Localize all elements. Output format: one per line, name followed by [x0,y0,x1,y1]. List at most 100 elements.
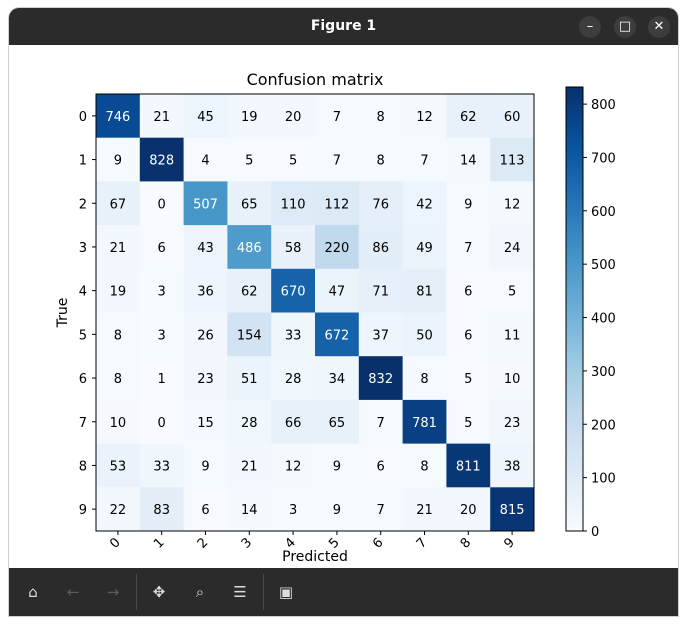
cell-value-label: 8 [420,459,428,474]
matrix-cell [490,399,535,445]
cell-value-label: 7 [377,416,385,431]
cell-value-label: 5 [245,154,253,169]
matrix-cell [271,356,316,401]
matrix-cell [139,487,185,532]
matrix-cell [96,487,141,532]
cell-value-label: 486 [237,241,262,256]
matrix-cell [183,137,228,182]
y-tick-label: 1 [79,154,87,169]
matrix-cell [183,487,228,532]
y-tick-label: 7 [79,416,87,431]
y-tick-label: 4 [79,285,87,300]
cell-value-label: 65 [241,197,258,212]
matrix-cell [96,225,141,270]
y-tick-label: 8 [79,459,87,474]
matrix-cell [446,225,491,270]
matrix-cell [139,181,185,226]
matrix-cell [183,225,228,270]
colorbar-tick-label: 0 [591,525,599,540]
matrix-cell [490,225,535,270]
cell-value-label: 8 [420,372,428,387]
cell-value-label: 14 [241,503,258,518]
cell-value-label: 12 [285,459,302,474]
cell-value-label: 53 [110,459,127,474]
matrix-cell [358,181,404,226]
cell-value-label: 58 [285,241,302,256]
configure-button[interactable]: ☰ [228,580,252,604]
zoom-button[interactable]: ⌕ [188,580,212,604]
colorbar-tick-label: 500 [591,258,616,273]
colorbar-tick-label: 200 [591,418,616,433]
matrix-cell [227,268,272,313]
cell-value-label: 20 [460,503,477,518]
y-tick-label: 0 [79,110,87,125]
cell-value-label: 9 [201,459,209,474]
window-title: Figure 1 [310,18,377,34]
navigation-toolbar: ⌂ ← → ✥ ⌕ ☰ ▣ [9,568,678,616]
matrix-cell [139,399,185,445]
cell-value-label: 5 [508,285,516,300]
cell-value-label: 22 [110,503,127,518]
colorbar-tick-label: 800 [591,98,616,113]
cell-value-label: 9 [114,154,122,169]
home-icon: ⌂ [28,583,38,601]
matrix-cell [402,94,447,139]
matrix-cell [227,312,272,357]
matrix-cell [315,487,360,532]
cell-value-label: 781 [412,416,437,431]
save-button[interactable]: ▣ [274,580,298,604]
matrix-cell [315,312,360,357]
plot-canvas[interactable]: Confusion matrix 746 21 45 19 20 7 8 12 62 60 9 828 4… [9,45,678,568]
matrix-cell [271,312,316,357]
matrix-cell [271,137,316,182]
matrix-cell [358,268,404,313]
cell-value-label: 86 [372,241,389,256]
close-icon: ✕ [653,19,665,34]
matrix-cell [183,356,228,401]
cell-value-label: 110 [281,197,306,212]
minimize-icon: – [586,19,594,34]
cell-value-label: 8 [377,154,385,169]
matrix-cell [271,399,316,445]
maximize-button[interactable]: □ [614,16,636,38]
matrix-cell [490,487,535,532]
cell-value-label: 220 [324,241,349,256]
matrix-cell [490,312,535,357]
close-button[interactable]: ✕ [648,16,670,38]
plot-frame [95,93,535,532]
cell-value-label: 828 [149,154,174,169]
cell-value-label: 49 [416,241,433,256]
home-button[interactable]: ⌂ [21,580,45,604]
cell-value-label: 7 [333,110,341,125]
cell-value-label: 14 [460,154,477,169]
cell-value-label: 60 [504,110,521,125]
matrix-cell [402,181,447,226]
back-button[interactable]: ← [61,580,85,604]
matrix-cell [358,225,404,270]
cell-value-label: 8 [377,110,385,125]
cell-value-label: 12 [504,197,521,212]
cell-value-label: 507 [193,197,218,212]
matrix-cell [227,399,272,445]
cell-value-label: 19 [110,285,127,300]
floppy-disk-icon: ▣ [278,583,294,601]
matrix-cell [490,268,535,313]
matrix-cell [139,225,185,270]
cell-value-label: 7 [333,154,341,169]
matrix-cell [402,356,447,401]
pan-button[interactable]: ✥ [147,580,171,604]
cell-value-label: 12 [416,110,433,125]
figure-window: Figure 1 – □ ✕ Confusion matrix 746 21 45 19… [9,8,678,616]
minimize-button[interactable]: – [579,16,601,38]
cell-value-label: 1 [158,372,166,387]
x-tick-label: 2 [195,535,211,551]
cell-value-label: 113 [500,154,525,169]
arrow-right-icon: → [106,583,120,601]
forward-button[interactable]: → [101,580,125,604]
matrix-cell [490,356,535,401]
matrix-cell [446,137,491,182]
matrix-cell [139,443,185,488]
title-bar[interactable]: Figure 1 – □ ✕ [9,8,678,45]
sliders-icon: ☰ [233,583,247,601]
